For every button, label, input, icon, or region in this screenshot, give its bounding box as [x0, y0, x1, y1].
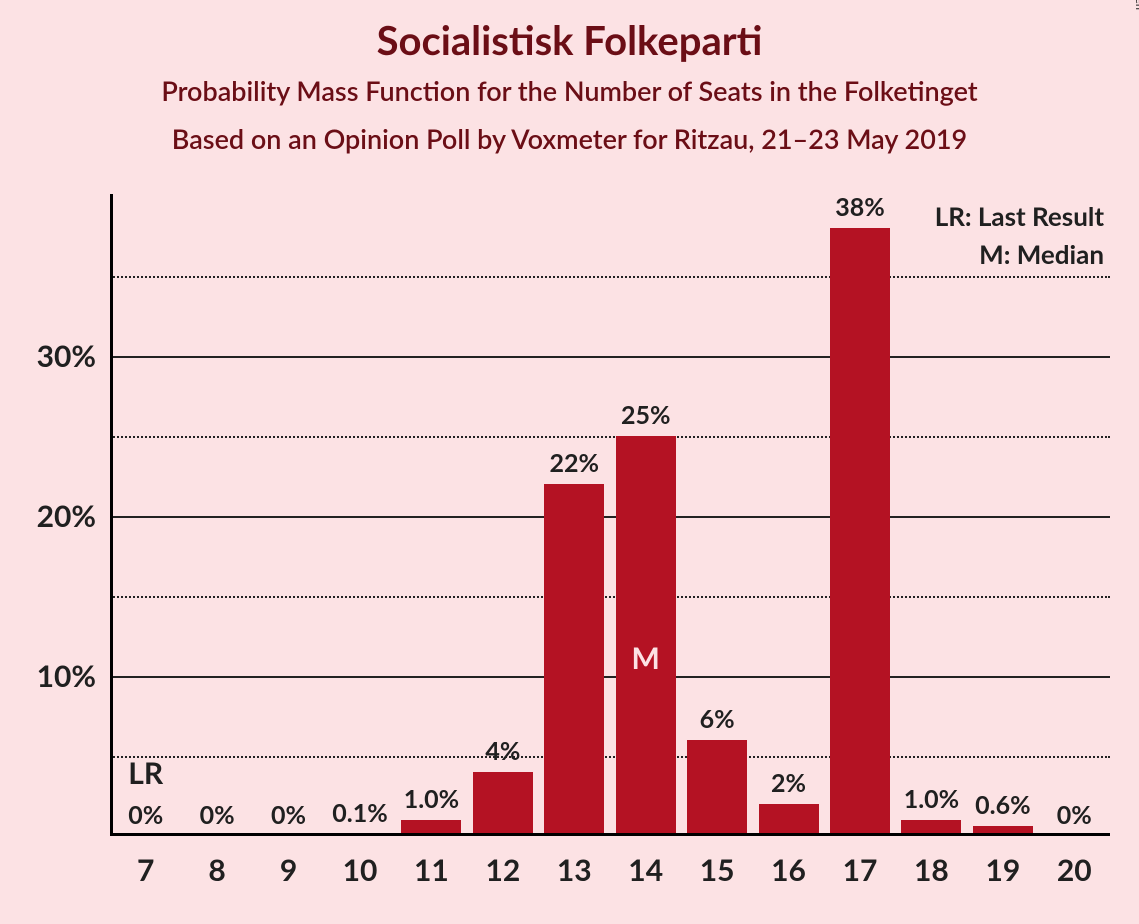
- x-tick-label: 15: [700, 836, 735, 888]
- bar-value-label: 6%: [700, 704, 735, 734]
- y-tick-label: 20%: [37, 498, 110, 534]
- x-tick-label: 9: [280, 836, 297, 888]
- bar-slot: 22%13: [539, 196, 610, 836]
- bar-value-label: 1.0%: [904, 784, 959, 814]
- x-tick-label: 13: [557, 836, 592, 888]
- bar: [616, 436, 676, 836]
- x-tick-label: 12: [485, 836, 520, 888]
- legend-line: LR: Last Result: [935, 200, 1104, 232]
- x-axis: [110, 833, 1110, 836]
- bar-slot: 38%17: [824, 196, 895, 836]
- bar-value-label: 0.1%: [332, 798, 387, 828]
- bar-annotation: LR: [128, 755, 163, 791]
- bar-value-label: 0%: [128, 800, 163, 830]
- bar: [687, 740, 747, 836]
- x-tick-label: 10: [343, 836, 378, 888]
- bar-value-label: 22%: [550, 448, 600, 478]
- bar-value-label: 4%: [485, 736, 520, 766]
- chart-title: Socialistisk Folkeparti: [0, 16, 1139, 64]
- bar: [473, 772, 533, 836]
- bar-slot: 0.1%10: [324, 196, 395, 836]
- bars-container: 0%LR70%80%90.1%101.0%114%1222%1325%M146%…: [110, 196, 1110, 836]
- bar: [544, 484, 604, 836]
- plot-area: 0%LR70%80%90.1%101.0%114%1222%1325%M146%…: [110, 196, 1110, 836]
- bar-value-label: 1.0%: [404, 784, 459, 814]
- bar-slot: 1.0%11: [396, 196, 467, 836]
- bar-slot: 0%8: [181, 196, 252, 836]
- x-tick-label: 19: [985, 836, 1020, 888]
- x-tick-label: 20: [1057, 836, 1092, 888]
- legend-line: M: Median: [935, 238, 1104, 270]
- chart-subtitle-2: Based on an Opinion Poll by Voxmeter for…: [0, 122, 1139, 155]
- bar-annotation: M: [632, 640, 660, 676]
- bar-value-label: 0.6%: [975, 790, 1030, 820]
- bar: [759, 804, 819, 836]
- bar-slot: 0%9: [253, 196, 324, 836]
- x-tick-label: 11: [414, 836, 449, 888]
- bar-value-label: 0%: [200, 800, 235, 830]
- x-tick-label: 18: [914, 836, 949, 888]
- chart-subtitle-1: Probability Mass Function for the Number…: [0, 74, 1139, 107]
- x-tick-label: 17: [843, 836, 878, 888]
- y-axis: [110, 194, 113, 836]
- bar: [830, 228, 890, 836]
- bar-value-label: 38%: [835, 192, 885, 222]
- bar-slot: 1.0%18: [896, 196, 967, 836]
- y-tick-label: 10%: [37, 658, 110, 694]
- copyright-text: © 2019 Filip van Laenen: [1133, 0, 1139, 10]
- x-tick-label: 14: [628, 836, 663, 888]
- y-tick-label: 30%: [37, 338, 110, 374]
- legend: LR: Last Result M: Median: [935, 200, 1104, 276]
- x-tick-label: 8: [208, 836, 225, 888]
- bar-slot: 0%LR7: [110, 196, 181, 836]
- bar-value-label: 25%: [621, 400, 671, 430]
- bar-slot: 25%M14: [610, 196, 681, 836]
- x-tick-label: 7: [137, 836, 154, 888]
- bar-slot: 2%16: [753, 196, 824, 836]
- x-tick-label: 16: [771, 836, 806, 888]
- bar-slot: 0%20: [1039, 196, 1110, 836]
- bar-slot: 4%12: [467, 196, 538, 836]
- bar-value-label: 2%: [771, 768, 806, 798]
- chart-canvas: Socialistisk Folkeparti Probability Mass…: [0, 0, 1139, 924]
- bar-value-label: 0%: [1057, 800, 1092, 830]
- bar-value-label: 0%: [271, 800, 306, 830]
- bar-slot: 0.6%19: [967, 196, 1038, 836]
- bar-slot: 6%15: [681, 196, 752, 836]
